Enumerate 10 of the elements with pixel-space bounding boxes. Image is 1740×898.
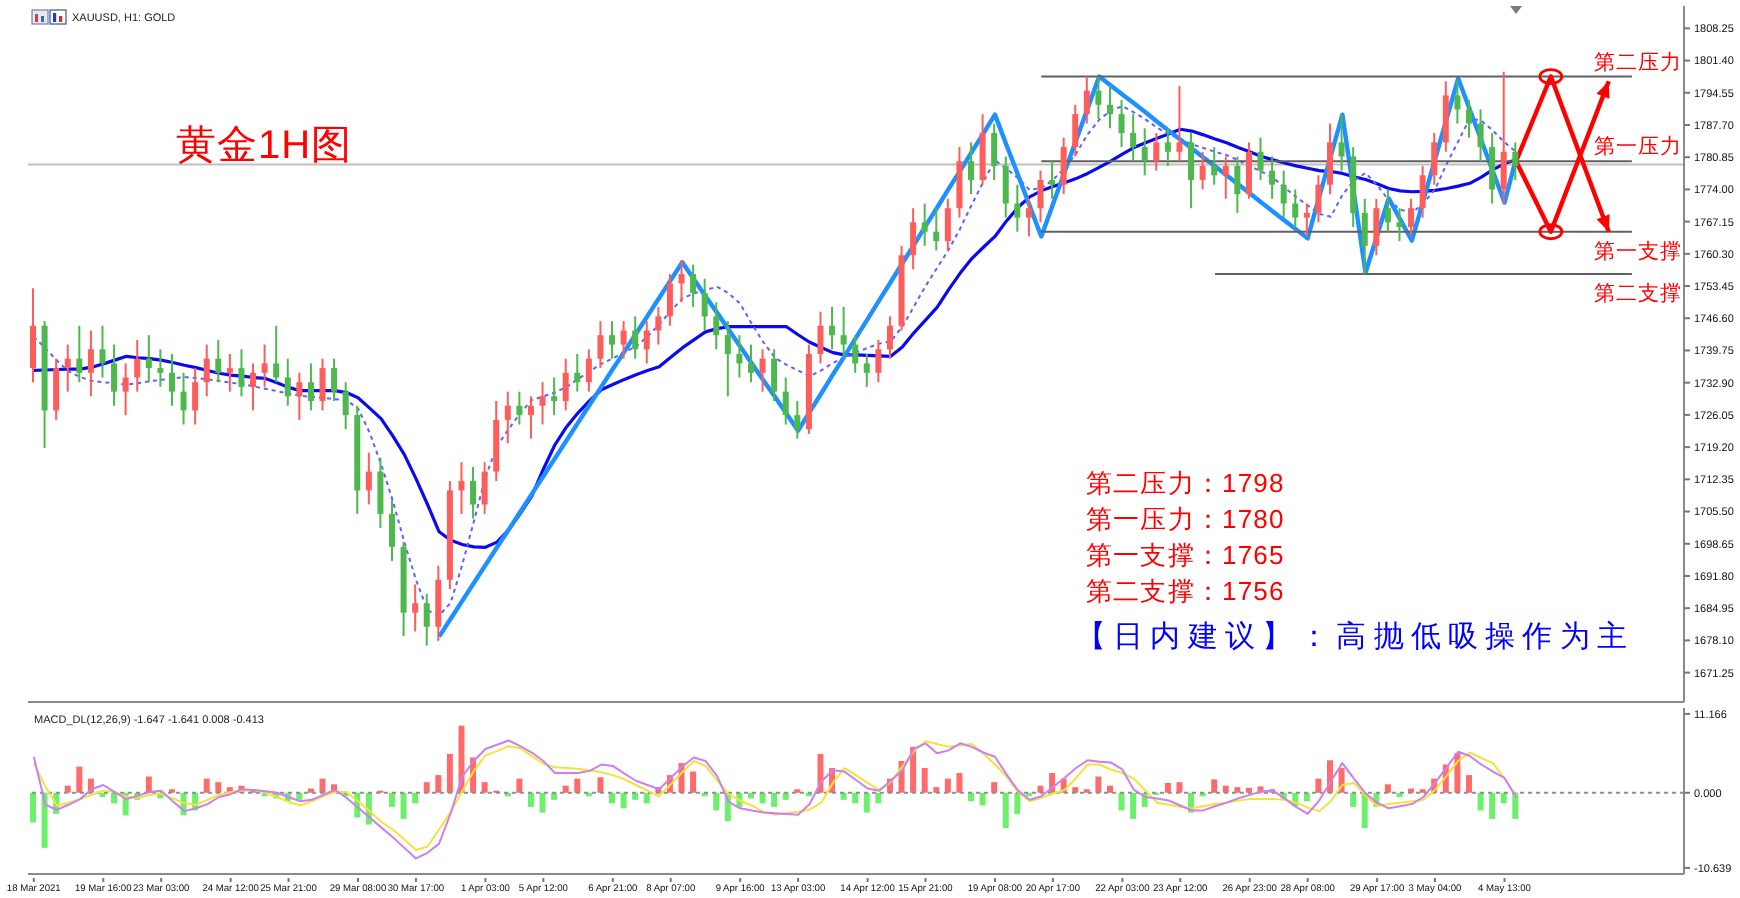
annotation: 黄金1H图	[176, 124, 353, 168]
annotation: 第一压力：1780	[1086, 504, 1285, 534]
annotation: 第二压力：1798	[1086, 468, 1285, 498]
series-label: 第二压力	[1594, 48, 1682, 75]
series-label: 第二支撑	[1594, 280, 1682, 307]
annotation: 第一支撑：1765	[1086, 540, 1285, 570]
series-label: 第一支撑	[1594, 237, 1682, 264]
series-label: 第一压力	[1594, 133, 1682, 160]
annotation: 【日内建议】：高抛低吸操作为主	[1076, 620, 1634, 654]
annotation: 第二支撑：1756	[1086, 576, 1285, 606]
